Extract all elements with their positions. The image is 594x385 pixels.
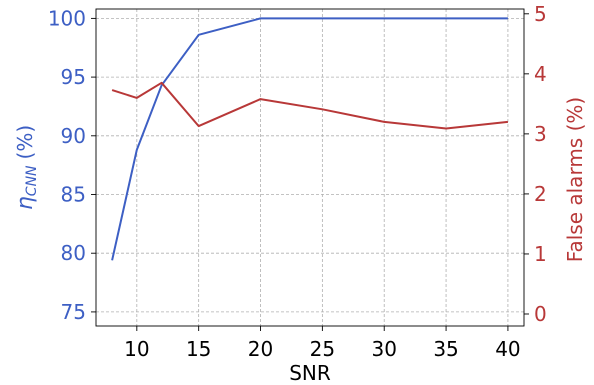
false-alarms-line [111, 81, 509, 130]
false-alarms-point [321, 108, 323, 110]
false-alarms-point [259, 98, 261, 100]
left-y-tick-label: 85 [61, 183, 86, 207]
left-y-tick-label: 75 [61, 300, 86, 324]
right-y-tick-label: 3 [534, 122, 547, 146]
plot-frame [95, 8, 525, 327]
gridlines [96, 9, 524, 326]
left-y-axis-title-symbol: η [13, 196, 38, 210]
left-y-axis-title-unit: (%) [13, 125, 37, 160]
false-alarms-point [198, 125, 200, 127]
eta-cnn-point [198, 34, 200, 36]
x-tick-label: 25 [310, 337, 335, 361]
eta-cnn-point [507, 17, 509, 19]
left-y-tick-label: 95 [61, 65, 86, 89]
eta-cnn-point [445, 17, 447, 19]
false-alarms-point [111, 89, 113, 91]
left-y-tick-label: 100 [48, 6, 86, 30]
eta-cnn-point [111, 259, 113, 261]
left-y-axis-title-subscript: CNN [24, 165, 40, 196]
right-y-tick-label: 5 [534, 2, 547, 26]
left-y-axis-title: ηCNN (%) [13, 125, 40, 210]
false-alarms-point [445, 127, 447, 129]
eta-cnn-point [136, 149, 138, 151]
left-y-tick-label: 80 [61, 241, 86, 265]
false-alarms-point [160, 82, 162, 84]
eta-cnn-point [259, 17, 261, 19]
left-y-tick-label: 90 [61, 124, 86, 148]
x-tick-label: 30 [371, 337, 396, 361]
series-layer [111, 17, 509, 261]
right-y-tick-label: 2 [534, 182, 547, 206]
right-y-tick-label: 0 [534, 302, 547, 326]
x-tick-label: 20 [248, 337, 273, 361]
right-y-axis-title: False alarms (%) [563, 97, 587, 262]
x-tick-label: 40 [495, 337, 520, 361]
right-y-tick-label: 1 [534, 242, 547, 266]
x-tick-label: 35 [433, 337, 458, 361]
eta-cnn-point [383, 17, 385, 19]
false-alarms-point [383, 121, 385, 123]
false-alarms-point [136, 97, 138, 99]
x-tick-label: 15 [186, 337, 211, 361]
x-axis-title: SNR [289, 361, 331, 385]
right-y-tick-label: 4 [534, 62, 547, 86]
eta-cnn-line [111, 17, 508, 261]
x-axis: 10 15 20 25 30 35 40 [124, 326, 521, 361]
x-tick-label: 10 [124, 337, 149, 361]
left-y-axis: 75 80 85 90 95 100 [48, 6, 96, 324]
false-alarms-point [507, 121, 509, 123]
eta-cnn-point [321, 17, 323, 19]
right-y-axis: 0 1 2 3 4 5 [524, 2, 547, 326]
